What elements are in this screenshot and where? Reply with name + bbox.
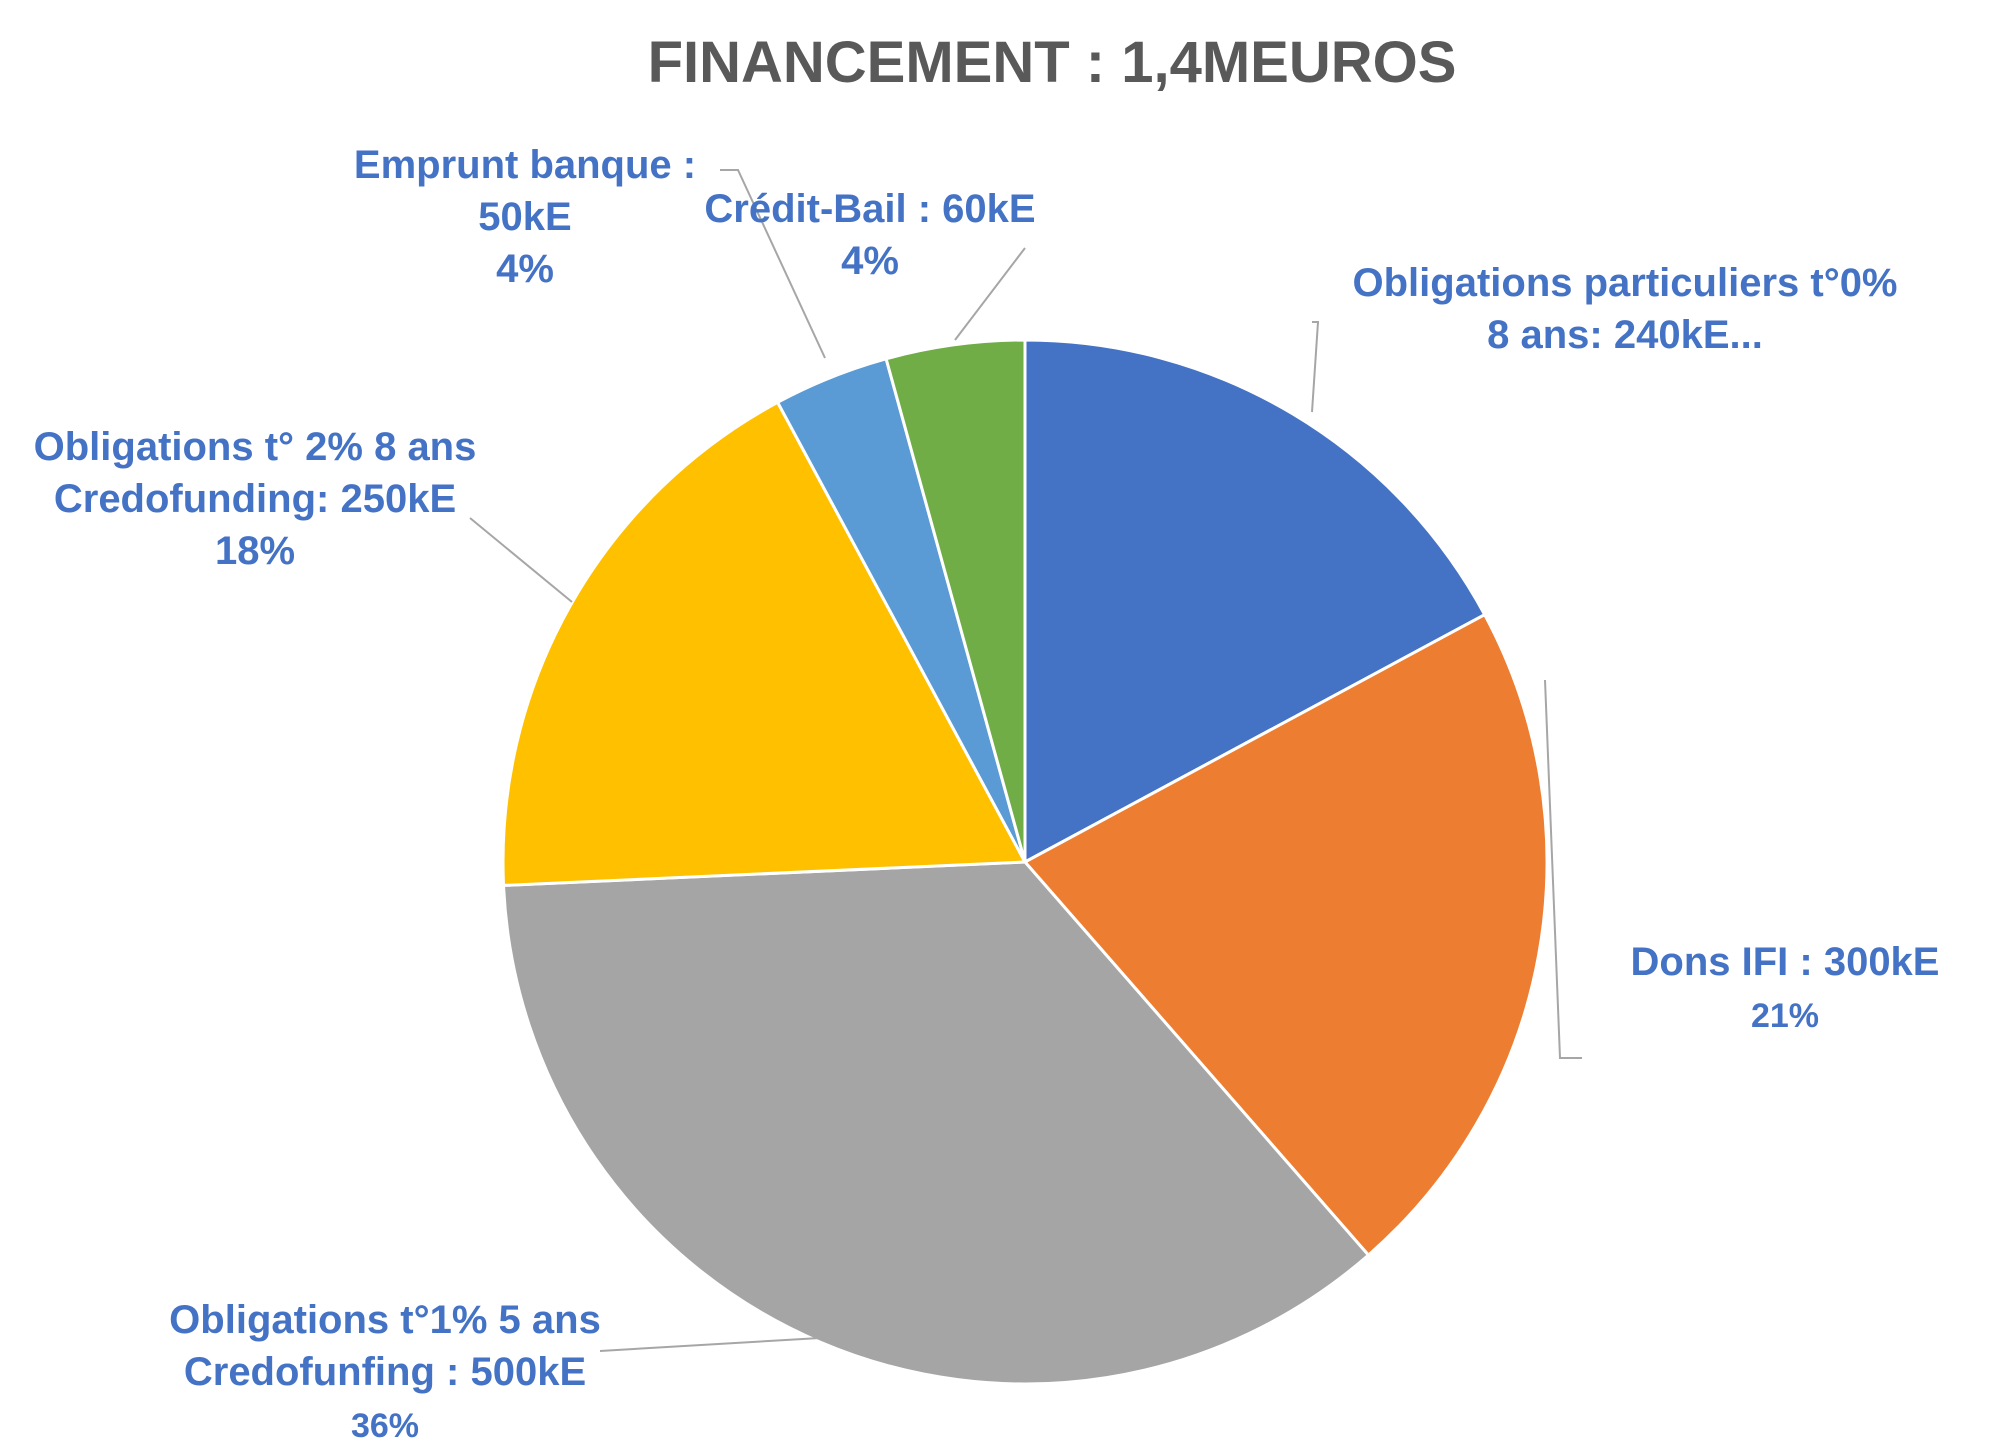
slice-label-1: Obligations particuliers t°0% 8 ans: 240k…	[1353, 261, 1898, 357]
slice-label-line: 4%	[496, 247, 554, 291]
slice-label-line: Credofunfing : 500kE	[184, 1350, 586, 1394]
slice-label-line: Obligations t° 2% 8 ans	[34, 425, 477, 469]
pie-slice-1	[1023, 338, 1487, 865]
slice-label-6: Crédit-Bail : 60kE 4%	[704, 187, 1035, 283]
slice-label-line: Obligations particuliers t°0%	[1353, 261, 1898, 305]
slice-label-line: 21%	[1751, 997, 1819, 1035]
chart-title: FINANCEMENT : 1,4MEUROS	[648, 30, 1457, 95]
slice-label-line: 50kE	[478, 195, 571, 239]
pie-slices	[501, 338, 1549, 1386]
slice-label-2: Dons IFI : 300kE 21%	[1631, 940, 1940, 1035]
leader-line-6	[954, 247, 1026, 341]
leader-lines	[469, 169, 1582, 1352]
slice-labels: Obligations particuliers t°0% 8 ans: 240k…	[34, 143, 1940, 1443]
slice-label-4: Obligations t° 2% 8 ans Credofunding: 250…	[34, 425, 477, 573]
slice-label-line: 8 ans: 240kE...	[1487, 313, 1763, 357]
slice-label-3: Obligations t°1% 5 ans Credofunfing : 500…	[169, 1298, 601, 1443]
slice-label-line: 18%	[215, 529, 295, 573]
leader-line-3	[599, 1337, 821, 1352]
slice-label-line: 4%	[841, 239, 899, 283]
pie-slice-2	[1022, 612, 1549, 1258]
slice-label-line: Dons IFI : 300kE	[1631, 940, 1940, 984]
leader-line-1	[1311, 321, 1320, 413]
slice-label-line: 36%	[351, 1407, 419, 1443]
slice-label-line: Obligations t°1% 5 ans	[169, 1298, 601, 1342]
leader-line-4	[469, 517, 573, 603]
leader-line-2	[1544, 679, 1582, 1059]
leader-line-5	[720, 169, 826, 359]
slice-label-line: Crédit-Bail : 60kE	[704, 187, 1035, 231]
pie-slice-4	[501, 400, 1028, 887]
slice-label-line: Credofunding: 250kE	[54, 477, 456, 521]
slice-label-line: Emprunt banque :	[354, 143, 696, 187]
slice-label-5: Emprunt banque : 50kE 4%	[354, 143, 696, 291]
pie-slice-6	[884, 338, 1027, 863]
pie-slice-3	[501, 860, 1371, 1386]
